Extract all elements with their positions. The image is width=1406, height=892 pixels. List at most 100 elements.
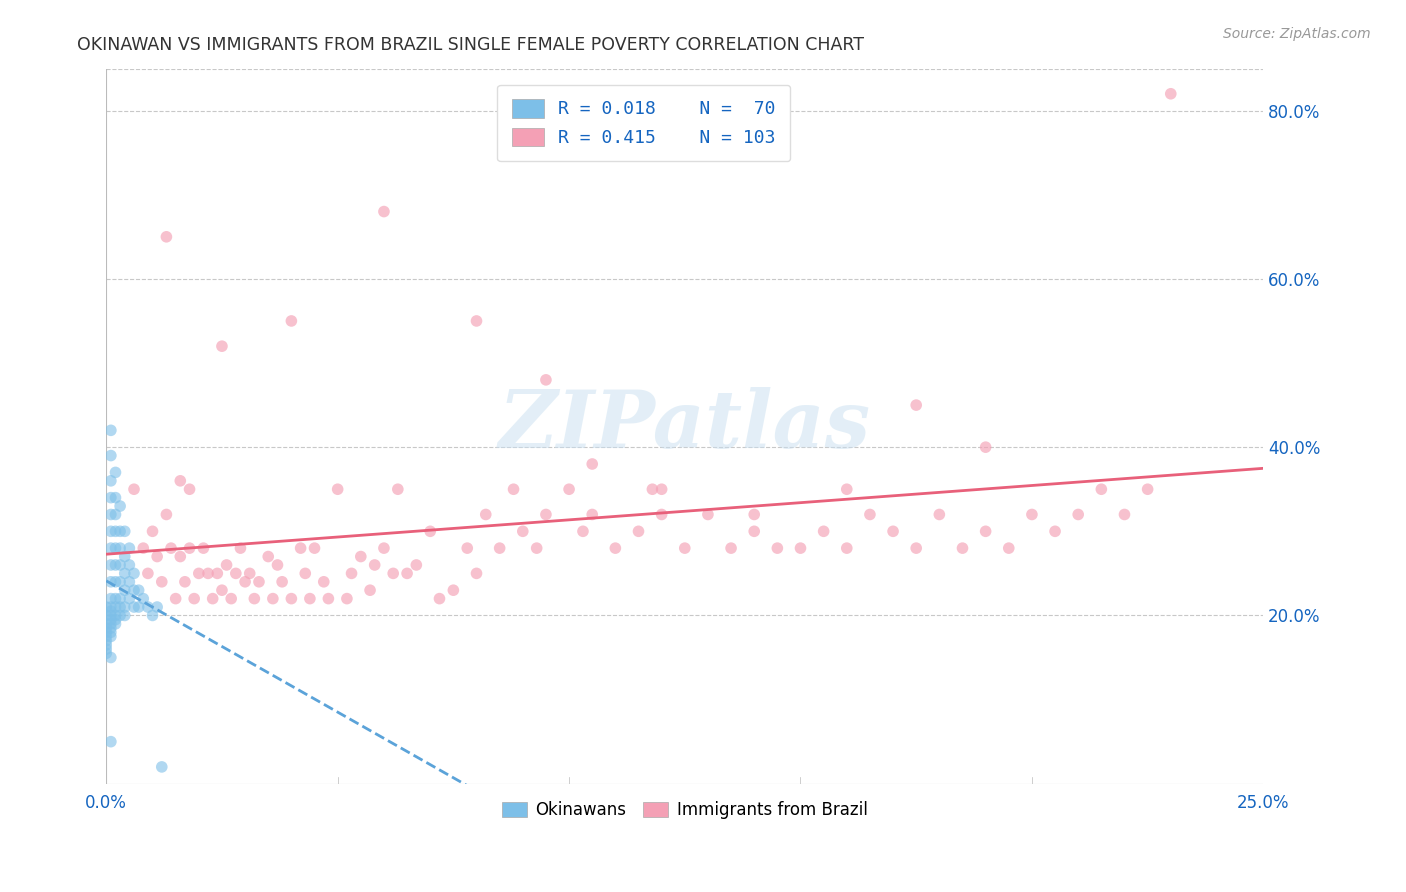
Point (720, 541, 742, 556)
Point (997, 541, 1019, 556)
Point (132, 541, 155, 556)
Point (122, 600, 145, 615)
Point (271, 574, 294, 589)
Point (183, 591, 205, 606)
Point (118, 541, 141, 556)
Point (1114, 508, 1136, 522)
Point (813, 524, 835, 539)
Point (534, 508, 557, 522)
Point (243, 591, 266, 606)
Point (128, 583, 150, 598)
Point (96, 630, 118, 644)
Point (108, 499, 131, 513)
Point (219, 591, 242, 606)
Point (211, 583, 233, 598)
Point (128, 600, 150, 615)
Point (502, 482, 524, 496)
Point (100, 604, 122, 618)
Point (340, 566, 363, 581)
Point (104, 613, 127, 627)
Point (373, 204, 395, 219)
Point (187, 566, 209, 581)
Point (441, 583, 464, 598)
Text: Source: ZipAtlas.com: Source: ZipAtlas.com (1223, 27, 1371, 41)
Point (952, 541, 974, 556)
Text: OKINAWAN VS IMMIGRANTS FROM BRAZIL SINGLE FEMALE POVERTY CORRELATION CHART: OKINAWAN VS IMMIGRANTS FROM BRAZIL SINGL… (77, 36, 865, 54)
Point (766, 541, 789, 556)
Point (298, 591, 321, 606)
Point (108, 600, 131, 615)
Point (96, 600, 118, 615)
Point (512, 524, 534, 539)
Point (136, 600, 159, 615)
Point (146, 549, 169, 564)
Point (697, 508, 720, 522)
Point (558, 482, 581, 496)
Point (233, 574, 256, 589)
Point (114, 549, 136, 564)
Point (100, 591, 122, 606)
Point (1090, 482, 1112, 496)
Point (108, 608, 131, 623)
Point (572, 524, 595, 539)
Point (118, 574, 141, 589)
Point (150, 574, 173, 589)
Point (136, 566, 159, 581)
Point (363, 558, 385, 572)
Point (905, 541, 928, 556)
Point (179, 541, 201, 556)
Point (373, 541, 395, 556)
Point (104, 558, 127, 572)
Point (465, 566, 488, 581)
Point (651, 508, 673, 522)
Point (132, 591, 155, 606)
Point (534, 373, 557, 387)
Point (100, 423, 122, 437)
Point (350, 549, 373, 564)
Point (456, 541, 478, 556)
Point (280, 314, 302, 328)
Point (169, 474, 191, 488)
Point (280, 591, 302, 606)
Point (419, 524, 441, 539)
Point (165, 591, 187, 606)
Point (581, 457, 603, 471)
Point (114, 566, 136, 581)
Point (96, 608, 118, 623)
Point (141, 524, 163, 539)
Point (474, 508, 496, 522)
Point (326, 482, 349, 496)
Point (104, 524, 127, 539)
Point (257, 549, 280, 564)
Point (155, 229, 177, 244)
Point (100, 508, 122, 522)
Point (100, 449, 122, 463)
Point (1067, 508, 1090, 522)
Point (114, 608, 136, 623)
Point (429, 591, 451, 606)
Point (108, 558, 131, 572)
Point (405, 558, 427, 572)
Point (100, 616, 122, 631)
Point (465, 314, 488, 328)
Point (100, 608, 122, 623)
Point (742, 524, 765, 539)
Point (100, 600, 122, 615)
Point (108, 574, 131, 589)
Point (193, 541, 215, 556)
Point (100, 613, 122, 627)
Point (100, 558, 122, 572)
Point (859, 508, 882, 522)
Point (104, 466, 127, 480)
Point (197, 566, 219, 581)
Point (905, 398, 928, 412)
Point (835, 541, 858, 556)
Point (160, 541, 183, 556)
Point (122, 566, 145, 581)
Text: ZIPatlas: ZIPatlas (499, 387, 870, 465)
Point (100, 474, 122, 488)
Point (104, 591, 127, 606)
Point (96, 642, 118, 657)
Point (100, 621, 122, 635)
Point (387, 482, 409, 496)
